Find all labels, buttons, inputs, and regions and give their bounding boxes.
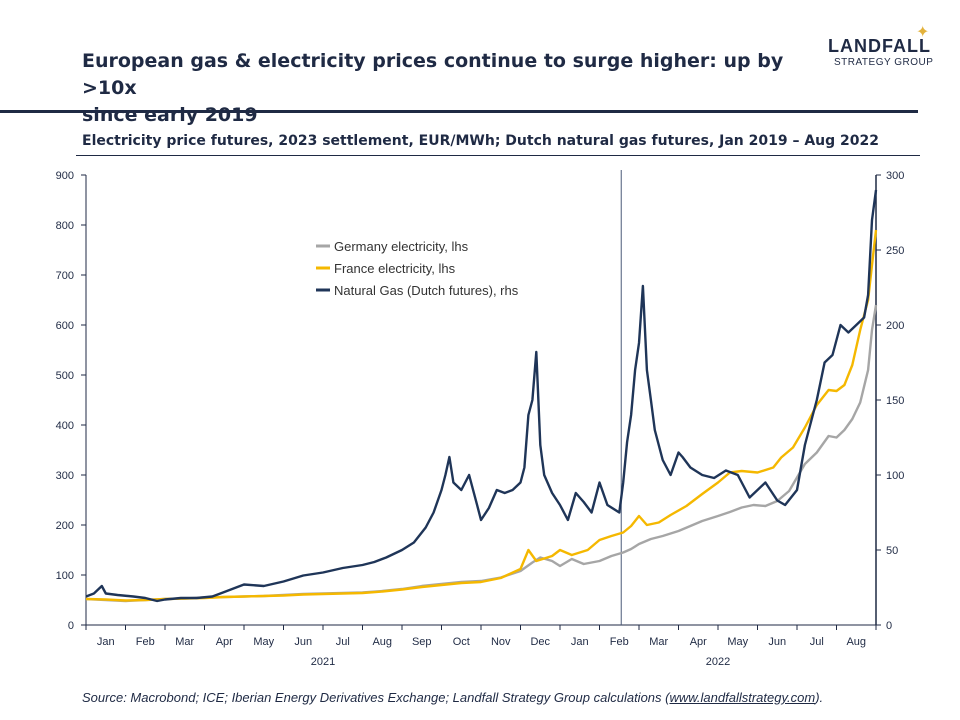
- x-tick-label: Jul: [810, 636, 824, 648]
- right-tick-label: 50: [886, 545, 898, 557]
- x-tick-label: Mar: [649, 636, 668, 648]
- subtitle-divider: [76, 155, 920, 156]
- x-tick-label: Sep: [412, 636, 432, 648]
- year-label: 2021: [311, 656, 335, 668]
- chart-title: Electricity price futures, 2023 settleme…: [82, 133, 880, 149]
- x-tick-label: Jan: [97, 636, 115, 648]
- star-icon: ✦: [916, 24, 930, 41]
- source-end: ).: [815, 690, 824, 705]
- price-chart: 0 100 200 300 400 500 600 700 800 900 0 50 100 150 200…: [56, 170, 904, 668]
- x-tick-label: Jun: [294, 636, 312, 648]
- left-tick-label: 0: [68, 620, 74, 632]
- x-tick-label: Feb: [610, 636, 629, 648]
- x-tick-label: Nov: [491, 636, 511, 648]
- x-tick-label: Mar: [175, 636, 194, 648]
- page-title: European gas & electricity prices contin…: [82, 48, 802, 129]
- title-divider: [0, 110, 918, 113]
- right-tick-label: 250: [886, 245, 904, 257]
- left-tick-label: 900: [56, 170, 74, 182]
- year-label: 2022: [706, 656, 730, 668]
- logo-subtitle: STRATEGY GROUP: [834, 57, 934, 68]
- title-line-2: since early 2019: [82, 104, 258, 126]
- x-tick-label: Aug: [372, 636, 392, 648]
- x-tick-label: Dec: [530, 636, 550, 648]
- left-tick-label: 600: [56, 320, 74, 332]
- right-tick-label: 100: [886, 470, 904, 482]
- series-line-gas: [85, 189, 878, 603]
- right-tick-label: 150: [886, 395, 904, 407]
- logo-name: LANDFALL: [828, 36, 931, 56]
- x-tick-label: Apr: [216, 636, 233, 648]
- x-tick-label: Jun: [768, 636, 786, 648]
- x-tick-label: Oct: [453, 636, 470, 648]
- left-tick-label: 300: [56, 470, 74, 482]
- source-note: Source: Macrobond; ICE; Iberian Energy D…: [82, 690, 823, 705]
- left-tick-label: 700: [56, 270, 74, 282]
- right-tick-label: 300: [886, 170, 904, 182]
- x-tick-label: Aug: [846, 636, 866, 648]
- legend-label-france: France electricity, lhs: [334, 261, 456, 276]
- source-text: Source: Macrobond; ICE; Iberian Energy D…: [82, 690, 670, 705]
- x-tick-label: Jul: [336, 636, 350, 648]
- source-link[interactable]: www.landfallstrategy.com: [669, 690, 816, 705]
- right-tick-label: 200: [886, 320, 904, 332]
- left-tick-label: 800: [56, 220, 74, 232]
- title-line-1: European gas & electricity prices contin…: [82, 50, 784, 99]
- left-tick-label: 200: [56, 520, 74, 532]
- x-tick-label: Jan: [571, 636, 589, 648]
- left-tick-label: 100: [56, 570, 74, 582]
- legend-label-germany: Germany electricity, lhs: [334, 239, 469, 254]
- x-tick-label: Feb: [136, 636, 155, 648]
- legend-label-gas: Natural Gas (Dutch futures), rhs: [334, 283, 519, 298]
- x-tick-label: May: [727, 636, 748, 648]
- left-tick-label: 500: [56, 370, 74, 382]
- series-line-france: [85, 229, 878, 602]
- series-line-germany: [85, 304, 878, 603]
- right-tick-label: 0: [886, 620, 892, 632]
- left-tick-label: 400: [56, 420, 74, 432]
- landfall-logo: ✦ LANDFALL STRATEGY GROUP: [820, 24, 940, 80]
- x-tick-label: Apr: [690, 636, 707, 648]
- x-tick-label: May: [253, 636, 274, 648]
